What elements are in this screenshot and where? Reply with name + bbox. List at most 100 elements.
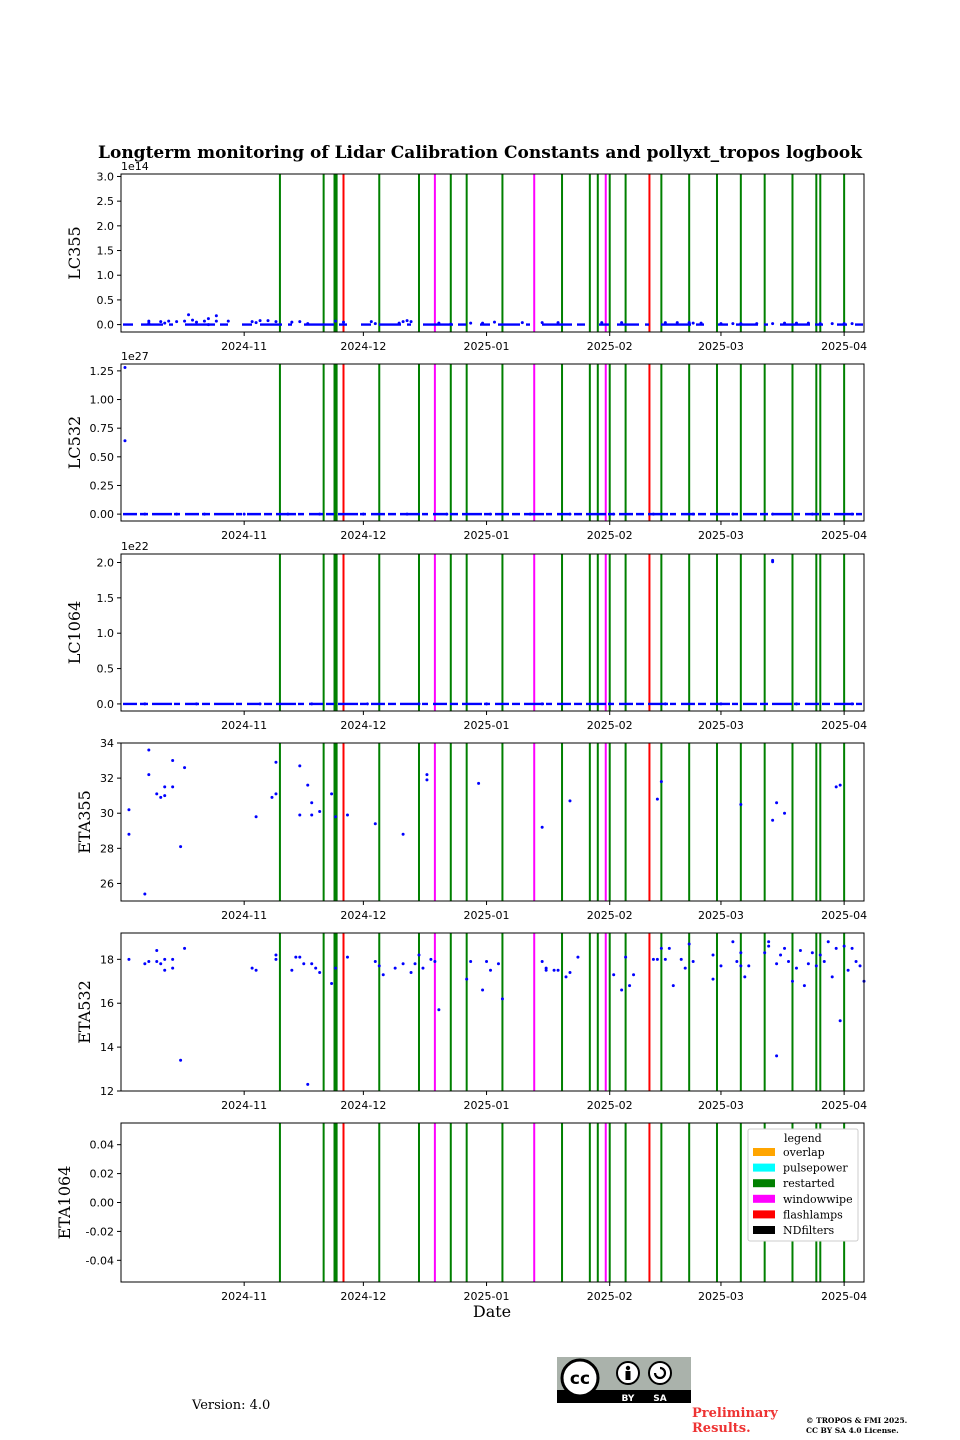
legend-box <box>747 1128 859 1242</box>
data-point <box>687 942 691 946</box>
data-point <box>711 977 715 981</box>
data-point <box>783 811 787 815</box>
data-point <box>838 783 842 787</box>
x-tick-label: 2024-12 <box>340 1290 386 1303</box>
axes-frame <box>120 553 865 712</box>
data-point <box>767 944 771 948</box>
data-point <box>401 962 405 966</box>
data-point <box>663 321 667 325</box>
data-point <box>250 320 254 324</box>
x-tick-label: 2024-11 <box>221 529 267 542</box>
data-point <box>306 1082 310 1086</box>
data-point <box>417 953 421 957</box>
data-point <box>477 781 481 785</box>
data-point <box>187 313 191 317</box>
data-points <box>123 558 863 706</box>
x-axis: 2024-11 2024-12 2025-01 2025-02 2025-03 2025-… <box>221 332 867 353</box>
y-tick-label: 0.5 <box>97 294 115 307</box>
data-point <box>826 940 830 944</box>
y-tick-label: 34 <box>100 737 114 750</box>
data-point <box>834 946 838 950</box>
x-tick-label: 2025-04 <box>821 1290 867 1303</box>
data-point <box>568 799 572 803</box>
chart-title: Longterm monitoring of Lidar Calibration… <box>98 143 863 163</box>
by-person-head <box>625 1365 631 1371</box>
data-point <box>830 975 834 979</box>
legend-swatch <box>753 1179 775 1188</box>
legend-swatch <box>753 1210 775 1219</box>
data-points <box>127 940 866 1086</box>
y-tick-label: 0.0 <box>97 319 115 332</box>
data-points <box>123 365 863 516</box>
data-point <box>806 962 810 966</box>
data-point <box>202 319 206 323</box>
y-tick-label: 1.25 <box>90 365 115 378</box>
data-point <box>437 1008 441 1012</box>
data-point <box>620 321 624 325</box>
x-tick-label: 2025-03 <box>698 1099 744 1112</box>
x-tick-label: 2025-04 <box>821 909 867 922</box>
data-point <box>127 832 131 836</box>
data-point <box>194 320 198 324</box>
data-point <box>254 968 258 972</box>
cc-icon <box>560 1358 600 1398</box>
legend-label: NDfilters <box>783 1224 834 1237</box>
x-tick-label: 2025-01 <box>464 909 510 922</box>
data-point <box>425 778 429 782</box>
data-point <box>147 319 151 323</box>
x-tick-label: 2025-04 <box>821 529 867 542</box>
y-axis-label: LC1064 <box>65 601 84 665</box>
data-point <box>171 785 175 789</box>
y-tick-label: -0.02 <box>86 1225 114 1238</box>
y-tick-label: 3.0 <box>97 170 115 183</box>
data-point <box>274 760 278 764</box>
data-point <box>544 966 548 970</box>
data-point <box>171 966 175 970</box>
data-point <box>373 960 377 964</box>
x-axis-label: Date <box>473 1302 511 1321</box>
x-tick-label: 2024-12 <box>340 909 386 922</box>
x-tick-label: 2025-02 <box>587 719 633 732</box>
data-point <box>334 319 338 323</box>
data-point <box>298 320 302 324</box>
data-point <box>155 960 159 964</box>
data-point <box>739 802 743 806</box>
data-point <box>691 960 695 964</box>
data-point <box>330 981 334 985</box>
y-tick-label: 30 <box>100 807 114 820</box>
data-point <box>159 962 163 966</box>
data-point <box>687 321 691 325</box>
data-point <box>381 973 385 977</box>
data-point <box>242 512 246 516</box>
x-tick-label: 2025-03 <box>698 719 744 732</box>
data-point <box>334 815 338 819</box>
data-point <box>747 964 751 968</box>
data-point <box>655 957 659 961</box>
x-axis: 2024-11 2024-12 2025-01 2025-02 2025-03 2025-… <box>221 1282 867 1303</box>
legend-swatch <box>753 1226 775 1234</box>
data-point <box>465 977 469 981</box>
data-point <box>544 968 548 972</box>
x-tick-label: 2024-12 <box>340 1099 386 1112</box>
y-tick-label: 1.0 <box>97 269 115 282</box>
data-point <box>298 813 302 817</box>
data-point <box>163 968 167 972</box>
data-point <box>183 319 187 323</box>
x-tick-label: 2025-01 <box>464 1099 510 1112</box>
data-point <box>290 320 294 324</box>
data-point <box>481 988 485 992</box>
sa-share-icon <box>648 1361 672 1385</box>
data-point <box>365 702 369 706</box>
y-tick-label: 1.5 <box>97 245 115 258</box>
data-point <box>624 955 628 959</box>
data-point <box>651 957 655 961</box>
data-point <box>310 813 314 817</box>
y-tick-label: 0.00 <box>90 508 115 521</box>
sa-text: SA <box>653 1394 666 1403</box>
axes-frame <box>120 173 865 333</box>
by-text: BY <box>622 1394 635 1403</box>
data-point <box>810 951 814 955</box>
x-tick-label: 2024-11 <box>221 340 267 353</box>
data-point <box>143 892 147 896</box>
